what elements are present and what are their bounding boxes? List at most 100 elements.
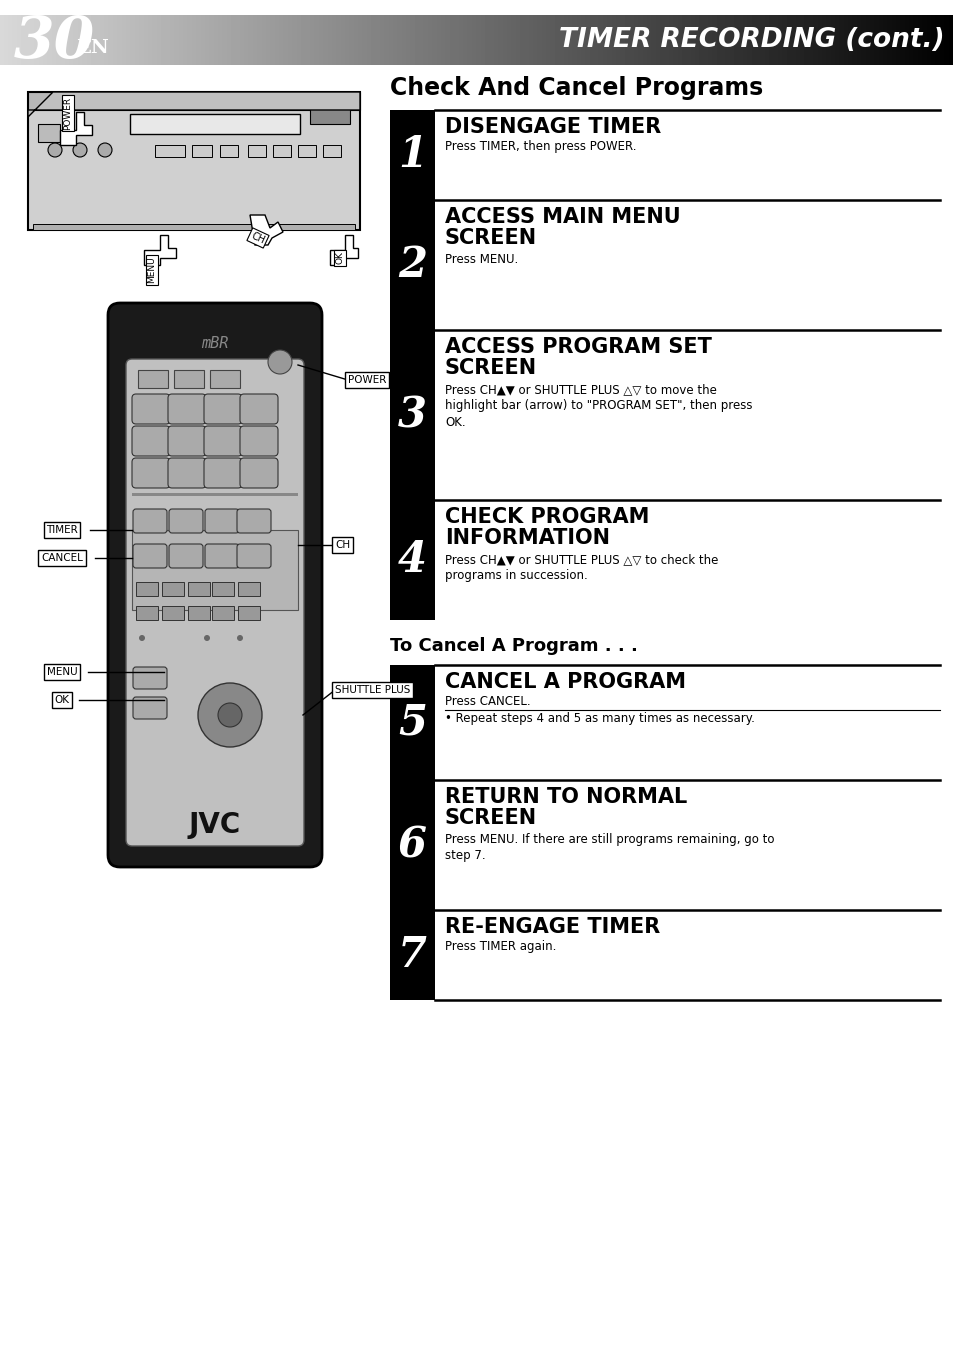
- FancyBboxPatch shape: [240, 394, 277, 424]
- FancyBboxPatch shape: [108, 304, 322, 867]
- Bar: [154, 144, 185, 156]
- Text: TIMER RECORDING (cont.): TIMER RECORDING (cont.): [558, 27, 944, 53]
- Text: Press CH▲▼ or SHUTTLE PLUS △▽ to check the
programs in succession.: Press CH▲▼ or SHUTTLE PLUS △▽ to check t…: [444, 553, 718, 583]
- FancyBboxPatch shape: [205, 544, 239, 568]
- Bar: [136, 606, 158, 621]
- Text: CANCEL A PROGRAM: CANCEL A PROGRAM: [444, 672, 685, 692]
- Text: ACCESS PROGRAM SET
SCREEN: ACCESS PROGRAM SET SCREEN: [444, 337, 711, 378]
- Text: CHECK PROGRAM
INFORMATION: CHECK PROGRAM INFORMATION: [444, 507, 649, 548]
- Bar: [212, 606, 233, 621]
- Circle shape: [204, 635, 210, 641]
- Text: MENU: MENU: [148, 256, 156, 283]
- FancyBboxPatch shape: [204, 394, 242, 424]
- Text: POWER: POWER: [64, 96, 72, 130]
- Circle shape: [48, 143, 62, 156]
- Text: SHUTTLE PLUS: SHUTTLE PLUS: [335, 685, 410, 695]
- Polygon shape: [250, 214, 283, 246]
- Circle shape: [268, 349, 292, 374]
- FancyBboxPatch shape: [132, 459, 170, 488]
- Text: CANCEL: CANCEL: [41, 553, 83, 563]
- Text: DISENGAGE TIMER: DISENGAGE TIMER: [444, 117, 660, 138]
- Bar: [162, 606, 184, 621]
- Text: Press CH▲▼ or SHUTTLE PLUS △▽ to move the
highlight bar (arrow) to "PROGRAM SET": Press CH▲▼ or SHUTTLE PLUS △▽ to move th…: [444, 383, 752, 429]
- Text: MENU: MENU: [47, 666, 77, 677]
- FancyBboxPatch shape: [240, 459, 277, 488]
- Bar: [390, 500, 435, 621]
- Text: To Cancel A Program . . .: To Cancel A Program . . .: [390, 637, 638, 656]
- Bar: [390, 665, 435, 780]
- Text: ACCESS MAIN MENU
SCREEN: ACCESS MAIN MENU SCREEN: [444, 206, 679, 248]
- FancyBboxPatch shape: [240, 426, 277, 456]
- Circle shape: [236, 635, 243, 641]
- Text: RETURN TO NORMAL
SCREEN: RETURN TO NORMAL SCREEN: [444, 786, 686, 828]
- Text: OK: OK: [54, 695, 70, 706]
- Bar: [132, 530, 297, 610]
- FancyBboxPatch shape: [132, 394, 170, 424]
- Bar: [28, 92, 359, 229]
- FancyBboxPatch shape: [169, 509, 203, 533]
- Text: 30: 30: [14, 13, 95, 70]
- FancyBboxPatch shape: [132, 426, 170, 456]
- Text: 6: 6: [397, 824, 427, 866]
- Text: 3: 3: [397, 394, 427, 436]
- Bar: [130, 115, 299, 134]
- Bar: [28, 92, 359, 111]
- Text: CH: CH: [250, 231, 266, 246]
- FancyBboxPatch shape: [236, 544, 271, 568]
- Text: EN: EN: [76, 39, 109, 57]
- Polygon shape: [144, 235, 175, 264]
- Text: RE-ENGAGE TIMER: RE-ENGAGE TIMER: [444, 917, 659, 938]
- Circle shape: [218, 703, 242, 727]
- FancyBboxPatch shape: [236, 509, 271, 533]
- Text: Press CANCEL.: Press CANCEL.: [444, 695, 530, 708]
- Text: JVC: JVC: [189, 811, 241, 839]
- Text: Press TIMER again.: Press TIMER again.: [444, 940, 556, 952]
- Bar: [38, 124, 60, 142]
- Circle shape: [198, 683, 262, 747]
- FancyBboxPatch shape: [205, 509, 239, 533]
- Bar: [237, 581, 260, 596]
- Text: POWER: POWER: [348, 375, 386, 384]
- Circle shape: [73, 143, 87, 156]
- Polygon shape: [60, 112, 91, 144]
- Bar: [390, 331, 435, 500]
- Text: 2: 2: [397, 244, 427, 286]
- Text: mBR: mBR: [201, 336, 229, 351]
- Bar: [273, 144, 291, 156]
- FancyBboxPatch shape: [132, 544, 167, 568]
- FancyBboxPatch shape: [204, 426, 242, 456]
- FancyBboxPatch shape: [204, 459, 242, 488]
- Bar: [162, 581, 184, 596]
- Text: CH: CH: [335, 540, 350, 550]
- Bar: [220, 144, 237, 156]
- Bar: [390, 911, 435, 1000]
- Bar: [173, 370, 204, 389]
- Circle shape: [98, 143, 112, 156]
- Text: Press MENU.: Press MENU.: [444, 254, 517, 266]
- Bar: [138, 370, 168, 389]
- Bar: [390, 200, 435, 331]
- FancyBboxPatch shape: [168, 459, 206, 488]
- Polygon shape: [330, 235, 357, 264]
- Text: 5: 5: [397, 701, 427, 743]
- Text: • Repeat steps 4 and 5 as many times as necessary.: • Repeat steps 4 and 5 as many times as …: [444, 712, 754, 724]
- Bar: [297, 144, 315, 156]
- FancyBboxPatch shape: [168, 394, 206, 424]
- Text: 1: 1: [397, 134, 427, 175]
- Bar: [248, 144, 266, 156]
- Circle shape: [139, 635, 145, 641]
- Text: Press TIMER, then press POWER.: Press TIMER, then press POWER.: [444, 140, 636, 152]
- Bar: [237, 606, 260, 621]
- Bar: [132, 492, 297, 496]
- Text: OK: OK: [335, 251, 344, 264]
- FancyBboxPatch shape: [168, 426, 206, 456]
- FancyBboxPatch shape: [132, 697, 167, 719]
- FancyBboxPatch shape: [132, 509, 167, 533]
- Text: TIMER: TIMER: [46, 525, 78, 536]
- Text: Press MENU. If there are still programs remaining, go to
step 7.: Press MENU. If there are still programs …: [444, 832, 774, 862]
- FancyBboxPatch shape: [126, 359, 304, 846]
- Bar: [212, 581, 233, 596]
- Bar: [136, 581, 158, 596]
- Bar: [33, 224, 355, 229]
- Bar: [390, 111, 435, 200]
